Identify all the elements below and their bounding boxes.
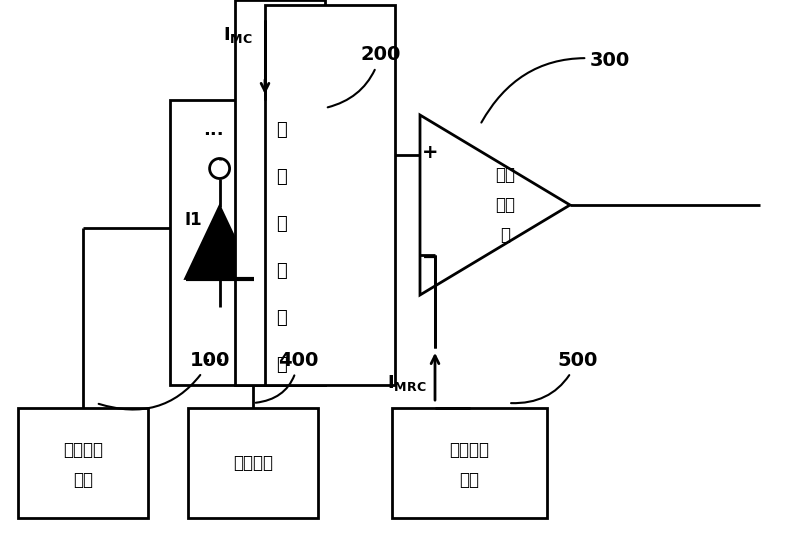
Polygon shape: [420, 115, 570, 295]
Text: 电: 电: [276, 309, 287, 327]
Text: $\mathbf{I_{MC}}$: $\mathbf{I_{MC}}$: [223, 25, 253, 45]
Text: 路: 路: [276, 356, 287, 374]
Bar: [235, 0, 325, 385]
Text: 钳: 钳: [276, 215, 287, 233]
Text: 馈: 馈: [276, 168, 287, 186]
Text: 参考存储: 参考存储: [450, 441, 490, 459]
Bar: [188, 408, 318, 518]
Bar: [392, 408, 547, 518]
Text: I1: I1: [184, 211, 202, 229]
Text: +: +: [422, 143, 438, 162]
Text: 电流: 电流: [495, 166, 515, 184]
Text: 单元: 单元: [459, 470, 479, 488]
Text: 400: 400: [256, 351, 318, 403]
Text: 储存单元: 储存单元: [233, 454, 273, 472]
Polygon shape: [186, 207, 254, 278]
Text: 单元: 单元: [73, 470, 93, 488]
Text: 200: 200: [328, 45, 400, 107]
Text: ...: ...: [203, 121, 224, 139]
Bar: [18, 408, 148, 518]
Bar: [170, 100, 325, 385]
Bar: [265, 5, 395, 385]
Text: 500: 500: [511, 351, 598, 403]
Text: ...: ...: [203, 348, 224, 366]
Text: 300: 300: [482, 51, 630, 123]
Text: 温度补偿: 温度补偿: [63, 441, 103, 459]
Text: 器: 器: [500, 226, 510, 244]
Text: 位: 位: [276, 262, 287, 280]
Text: 比较: 比较: [495, 196, 515, 214]
Text: 反: 反: [276, 121, 287, 139]
Text: −: −: [422, 247, 438, 267]
Text: 100: 100: [98, 351, 230, 409]
Text: $\mathbf{I_{MRC}}$: $\mathbf{I_{MRC}}$: [387, 373, 427, 393]
